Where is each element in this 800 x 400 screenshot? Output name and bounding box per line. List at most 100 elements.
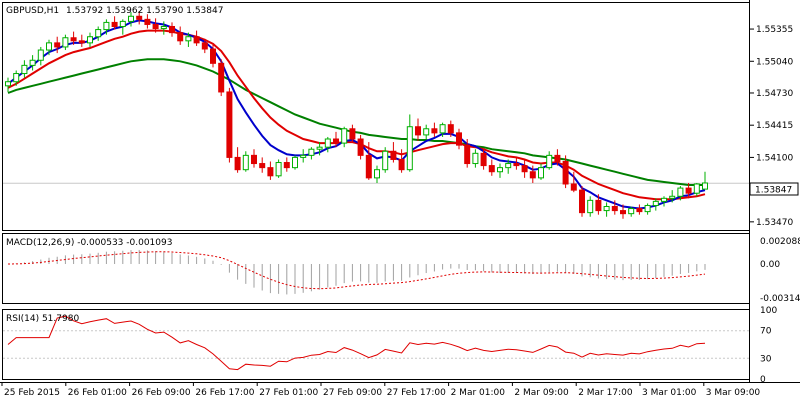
macd-tick-label: -0.003142	[760, 294, 800, 304]
candle	[505, 159, 512, 174]
price-tick-label: 1.54415	[756, 121, 793, 131]
candle-body	[669, 195, 676, 199]
candle-body	[415, 126, 421, 136]
ma-mid-line	[7, 29, 706, 201]
candle	[521, 159, 528, 178]
candle	[62, 34, 69, 51]
candle	[661, 196, 667, 207]
candle-body	[505, 163, 512, 169]
candle	[554, 149, 561, 166]
candle-body	[201, 42, 208, 50]
candle	[579, 186, 585, 217]
candle	[185, 32, 192, 47]
candle	[439, 122, 446, 137]
candle	[111, 16, 118, 30]
candle-body	[620, 210, 626, 215]
candle-body	[316, 146, 323, 150]
candle	[29, 55, 36, 71]
candle-body	[702, 182, 708, 190]
candle	[21, 60, 28, 78]
candle	[341, 126, 348, 148]
candle	[300, 149, 307, 163]
candle-body	[119, 20, 126, 28]
candle	[497, 163, 503, 178]
candle	[570, 171, 577, 193]
candle	[87, 32, 93, 47]
candle-body	[103, 21, 110, 31]
candle-body	[497, 167, 503, 173]
candle	[324, 136, 331, 153]
candle-body	[398, 158, 405, 171]
candle	[431, 122, 438, 137]
moving-averages	[7, 19, 706, 210]
candle-body	[587, 199, 594, 214]
candle-body	[374, 169, 380, 179]
candle	[488, 159, 495, 176]
candle	[529, 165, 536, 183]
header-symbol: GBPUSD,H1	[6, 6, 59, 16]
candle	[374, 165, 380, 183]
candle-body	[538, 167, 544, 179]
candle-body	[46, 42, 52, 51]
candle-body	[456, 132, 462, 146]
candle	[193, 30, 200, 46]
candle-body	[70, 37, 77, 42]
rsi-pane-frame	[2, 309, 750, 380]
candle	[562, 155, 569, 189]
candle-body	[693, 183, 700, 194]
candle-body	[365, 154, 372, 179]
ma-slow-line	[7, 58, 705, 186]
candle	[677, 186, 684, 201]
candle	[78, 34, 85, 47]
candle	[406, 114, 413, 172]
rsi-line	[7, 315, 706, 371]
candle-body	[37, 49, 44, 61]
candle-body	[390, 150, 397, 160]
candle	[652, 198, 659, 211]
macd-signal-line	[7, 251, 706, 290]
candle	[587, 196, 594, 217]
candle	[54, 36, 61, 54]
candle-body	[685, 187, 692, 194]
candle-body	[349, 128, 356, 140]
candle	[620, 204, 626, 219]
time-tick-label: 26 Feb 17:00	[195, 388, 254, 398]
candle	[144, 14, 151, 29]
candle-body	[5, 81, 11, 87]
candlesticks	[5, 11, 708, 219]
candle-body	[21, 64, 28, 75]
time-tick-label: 27 Feb 17:00	[387, 388, 446, 398]
candle-body	[292, 156, 298, 169]
time-tick-label: 2 Mar 17:00	[578, 388, 633, 398]
candle-body	[521, 165, 528, 173]
candle-body	[644, 204, 651, 213]
candle-body	[431, 128, 438, 134]
candle	[423, 124, 430, 139]
candle	[349, 124, 356, 143]
candle	[46, 39, 52, 56]
candle-body	[603, 206, 610, 212]
candle-body	[488, 165, 495, 173]
candle-body	[54, 42, 61, 48]
candle	[644, 203, 651, 215]
candle	[226, 87, 233, 163]
candle-body	[423, 128, 430, 136]
candle-body	[193, 36, 200, 44]
time-tick-label: 25 Feb 2015	[4, 388, 60, 398]
candle-body	[324, 138, 331, 148]
macd-tick-label: 0.00	[760, 260, 780, 270]
time-tick-label: 27 Feb 01:00	[259, 388, 318, 398]
candle-body	[341, 128, 348, 144]
macd-label: MACD(12,26,9) -0.000533 -0.001093	[6, 238, 172, 248]
candle	[210, 44, 216, 68]
candle-body	[87, 36, 93, 44]
candle-body	[308, 148, 315, 156]
candle-body	[677, 187, 684, 197]
candle-body	[218, 62, 225, 93]
candle	[382, 147, 389, 173]
candle-body	[570, 183, 577, 191]
candle	[218, 59, 225, 97]
price-tick-label: 1.55040	[756, 57, 793, 67]
